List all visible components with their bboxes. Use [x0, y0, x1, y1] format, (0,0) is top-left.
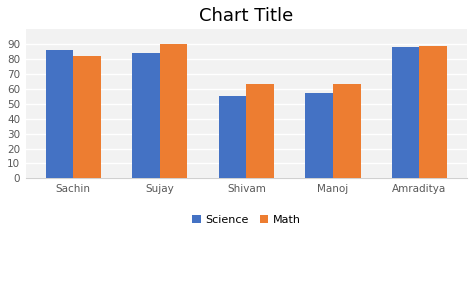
Bar	[419, 46, 447, 178]
Bar	[392, 47, 419, 178]
Bar	[305, 93, 333, 178]
Title: Chart Title: Chart Title	[199, 7, 293, 25]
Legend: Science, Math: Science, Math	[187, 210, 305, 230]
Bar	[246, 84, 274, 178]
Bar	[46, 50, 73, 178]
Bar	[132, 53, 160, 178]
Bar	[160, 44, 188, 178]
Bar	[219, 96, 246, 178]
Bar	[333, 84, 361, 178]
Bar	[73, 56, 101, 178]
